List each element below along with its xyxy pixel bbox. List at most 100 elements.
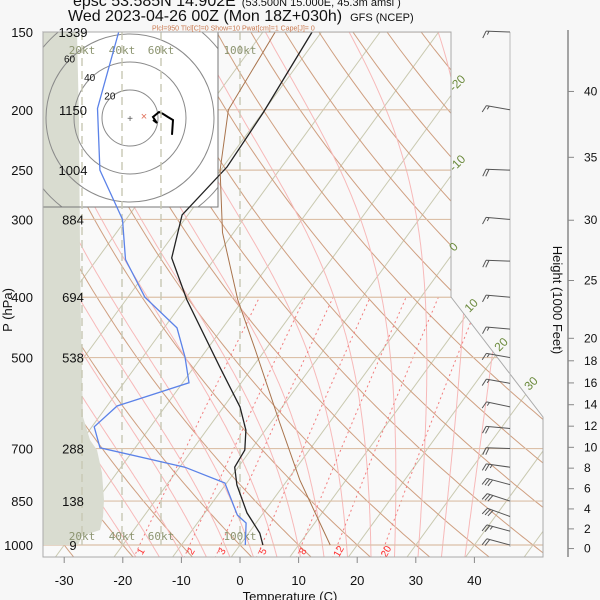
height-tick-label: 25: [584, 273, 598, 287]
pressure-tick-label: 300: [11, 212, 33, 227]
barb-feather: [484, 525, 491, 532]
pressure-tick-label: 700: [11, 442, 33, 457]
wind-speed-label-top: 40kt: [109, 44, 136, 57]
dewpoint-line: [93, 31, 247, 546]
barb-feather: [481, 507, 488, 515]
mixing-ratio-line: [132, 296, 260, 557]
height-tick-label: 20: [584, 331, 598, 345]
barb-shaft: [487, 507, 511, 517]
barb-half-feather: [486, 353, 490, 358]
x-axis-label: Temperature (C): [243, 589, 338, 600]
isotherm-line: [465, 32, 543, 557]
geopotential-height-label: 288: [62, 442, 84, 457]
wind-barb: [481, 524, 511, 532]
wind-barb: [482, 326, 511, 334]
barb-feather: [487, 479, 494, 487]
mixing-ratio-line: [214, 296, 334, 557]
hodograph-ring-label: 20: [104, 92, 116, 103]
barb-feather: [484, 494, 491, 501]
barb-feather: [482, 447, 487, 455]
barb-shaft: [486, 105, 511, 111]
barb-feather: [485, 447, 490, 455]
barb-feather: [481, 493, 488, 500]
wind-speed-label-bottom: 100kt: [223, 530, 256, 543]
isotherm-label: 30: [521, 374, 541, 394]
isotherm-label: 10: [462, 296, 482, 316]
barb-feather: [485, 169, 490, 177]
temperature-tick-label: 40: [467, 573, 481, 588]
hodograph: 20 40 60 + ×: [43, 32, 218, 207]
temperature-tick-label: 30: [409, 573, 423, 588]
hodograph-ring: [73, 61, 187, 175]
mixing-ratio-label: 8: [297, 546, 310, 557]
barb-half-feather: [486, 379, 490, 384]
pressure-tick-label: 1000: [4, 538, 33, 553]
hodograph-ring: [101, 89, 159, 147]
wind-barb: [482, 447, 511, 455]
barb-shaft: [486, 378, 511, 384]
height-tick-label: 6: [584, 482, 591, 496]
barb-feather: [487, 495, 494, 502]
mixing-ratio-line: [183, 296, 306, 557]
y-axis-label: P (hPa): [0, 288, 15, 332]
wind-speed-label-bottom: 40kt: [109, 530, 136, 543]
barb-feather: [482, 426, 487, 434]
temperature-tick-label: -20: [113, 573, 132, 588]
storm-motion-icon: ×: [141, 111, 147, 123]
barb-feather: [481, 538, 488, 546]
wind-barbs: [481, 30, 511, 547]
barb-shaft: [486, 401, 511, 408]
height-tick-label: 35: [584, 150, 598, 164]
barb-feather: [484, 539, 491, 546]
barb-feather: [482, 260, 487, 268]
wind-barb: [482, 425, 511, 434]
pressure-tick-label: 400: [11, 290, 33, 305]
barb-feather: [487, 510, 494, 517]
pressure-tick-label: 150: [11, 25, 33, 40]
barb-shaft: [485, 30, 511, 33]
geopotential-height-label: 1339: [59, 25, 88, 40]
wind-speed-label-top: 60kt: [148, 44, 175, 57]
mixing-ratio-line: [255, 296, 371, 557]
barb-shaft: [485, 259, 511, 262]
mixing-ratio-label: 3: [216, 546, 229, 557]
geopotential-height-label: 884: [62, 212, 84, 227]
barb-shaft: [486, 294, 511, 298]
pressure-tick-label: 250: [11, 163, 33, 178]
geopotential-height-label: 538: [62, 351, 84, 366]
height-tick-label: 2: [584, 522, 591, 536]
geopotential-height-label: 1004: [59, 163, 88, 178]
wind-barb: [482, 30, 511, 39]
hodograph-ring-label: 60: [64, 55, 76, 66]
model-name: GFS (NCEP): [350, 12, 414, 24]
station-detail: (53.500N 15.000E, 45.3m amsl ): [242, 0, 401, 9]
barb-feather: [481, 478, 488, 485]
barb-shaft: [486, 425, 511, 430]
wind-barb: [482, 216, 511, 225]
wind-barb: [481, 352, 511, 361]
isotherm-line: [55, 32, 440, 557]
parcel-line: [219, 31, 331, 546]
wind-barb: [481, 477, 511, 487]
wind-speed-label-bottom: 60kt: [148, 530, 175, 543]
barb-shaft: [486, 524, 511, 532]
mixing-ratio-line: [331, 297, 439, 557]
wind-barb: [481, 493, 511, 502]
barb-half-feather: [486, 217, 490, 222]
barb-shaft: [486, 538, 511, 546]
station-line: epsc 53.585N 14.902E: [73, 0, 236, 10]
barb-shaft: [486, 326, 511, 330]
barb-shaft: [486, 216, 511, 220]
pressure-tick-label: 850: [11, 494, 33, 509]
isotherm-line: [230, 32, 543, 557]
temperature-tick-label: 20: [350, 573, 364, 588]
wind-speed-label-bottom: 20kt: [69, 530, 96, 543]
barb-half-feather: [489, 464, 493, 469]
barb-half-feather: [486, 402, 490, 406]
temperature-tick-label: 0: [236, 573, 243, 588]
wind-barb: [481, 401, 511, 409]
height-tick-label: 14: [584, 398, 598, 412]
height-tick-label: 0: [584, 542, 591, 556]
geopotential-height-label: 138: [62, 494, 84, 509]
barb-feather: [481, 353, 487, 361]
